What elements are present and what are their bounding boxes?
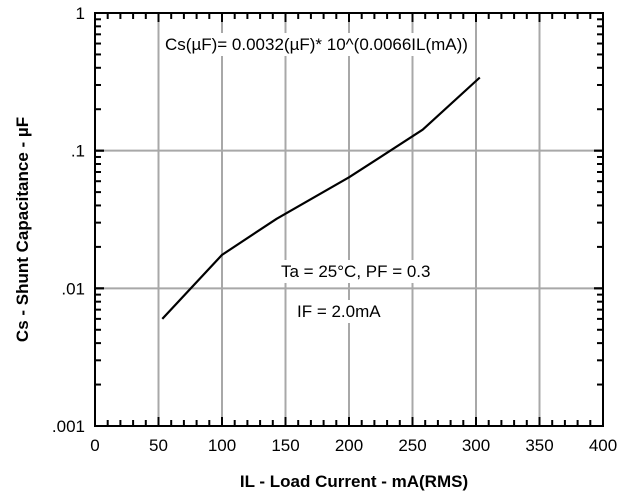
x-tick-label-350: 350	[525, 436, 553, 455]
x-tick-label-300: 300	[462, 436, 490, 455]
y-tick-labels: .001 .01 .1 1	[52, 4, 85, 436]
conditions-annotation: Ta = 25°C, PF = 0.3	[281, 262, 431, 281]
x-tick-label-200: 200	[335, 436, 363, 455]
if-annotation-bg	[293, 300, 386, 323]
grid	[95, 13, 603, 426]
x-tick-label-50: 50	[149, 436, 168, 455]
formula-annotation: Cs(µF)= 0.0032(µF)* 10^(0.0066IL(mA))	[165, 35, 468, 54]
x-axis-title: IL - Load Current - mA(RMS)	[240, 472, 468, 491]
y-tick-label-0: .001	[52, 417, 85, 436]
y-tick-label-1: .01	[61, 279, 85, 298]
y-axis-title: Cs - Shunt Capacitance - µF	[13, 117, 32, 342]
x-tick-label-150: 150	[271, 436, 299, 455]
x-tick-label-0: 0	[90, 436, 99, 455]
plot-frame	[94, 12, 604, 427]
x-tick-labels: 0 50 100 150 200 250 300 350 400	[90, 436, 617, 455]
y-tick-label-2: .1	[71, 142, 85, 161]
x-tick-label-400: 400	[589, 436, 617, 455]
x-tick-label-100: 100	[208, 436, 236, 455]
series	[161, 76, 481, 320]
y-tick-label-3: 1	[76, 4, 85, 23]
if-annotation: IF = 2.0mA	[297, 302, 381, 321]
x-tick-label-250: 250	[398, 436, 426, 455]
formula-annotation-bg	[161, 33, 472, 56]
series-line-0	[161, 76, 481, 320]
conditions-annotation-bg	[277, 260, 435, 283]
